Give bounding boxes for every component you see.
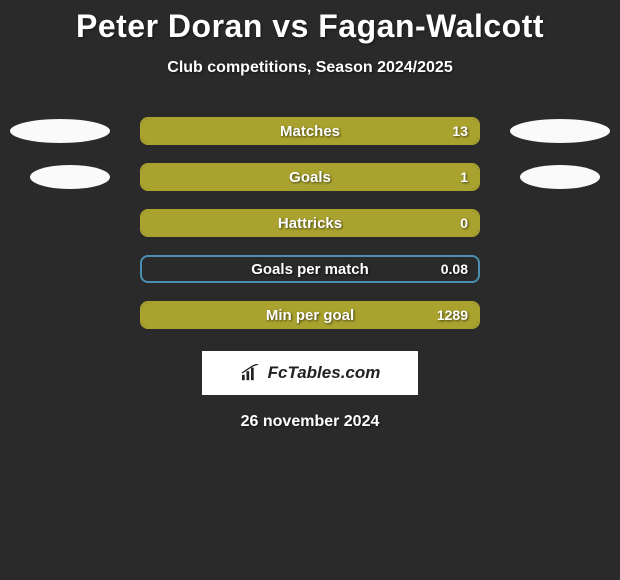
ellipse-left xyxy=(10,119,110,143)
stat-row: Hattricks 0 xyxy=(0,209,620,237)
stat-row: Matches 13 xyxy=(0,117,620,145)
stat-value: 1 xyxy=(460,169,468,185)
stat-bar: Goals per match 0.08 xyxy=(140,255,480,283)
chart-icon xyxy=(240,364,262,382)
stat-value: 0 xyxy=(460,215,468,231)
stat-row: Min per goal 1289 xyxy=(0,301,620,329)
stats-area: Matches 13 Goals 1 Hattricks 0 Goals per match… xyxy=(0,117,620,329)
logo-box: FcTables.com xyxy=(202,351,418,395)
ellipse-right xyxy=(510,119,610,143)
stat-bar: Matches 13 xyxy=(140,117,480,145)
stat-value: 1289 xyxy=(437,307,468,323)
page-title: Peter Doran vs Fagan-Walcott xyxy=(76,8,544,45)
stat-value: 13 xyxy=(452,123,468,139)
date-text: 26 november 2024 xyxy=(241,413,380,431)
stat-value: 0.08 xyxy=(441,261,468,277)
stat-label: Goals per match xyxy=(251,261,369,278)
page-subtitle: Club competitions, Season 2024/2025 xyxy=(167,59,452,77)
stat-label: Goals xyxy=(289,169,331,186)
main-container: Peter Doran vs Fagan-Walcott Club compet… xyxy=(0,0,620,431)
stat-bar: Min per goal 1289 xyxy=(140,301,480,329)
stat-label: Matches xyxy=(280,123,340,140)
stat-row: Goals 1 xyxy=(0,163,620,191)
stat-bar: Hattricks 0 xyxy=(140,209,480,237)
stat-row: Goals per match 0.08 xyxy=(0,255,620,283)
ellipse-right xyxy=(520,165,600,189)
logo-text: FcTables.com xyxy=(268,363,381,383)
ellipse-left xyxy=(30,165,110,189)
stat-label: Min per goal xyxy=(266,307,354,324)
stat-label: Hattricks xyxy=(278,215,342,232)
stat-bar: Goals 1 xyxy=(140,163,480,191)
